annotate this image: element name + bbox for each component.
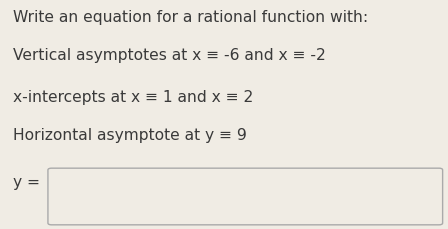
Text: Vertical asymptotes at x ≡ -6 and x ≡ -2: Vertical asymptotes at x ≡ -6 and x ≡ -2 [13,48,326,63]
Text: Horizontal asymptote at y ≡ 9: Horizontal asymptote at y ≡ 9 [13,128,247,143]
Text: x-intercepts at x ≡ 1 and x ≡ 2: x-intercepts at x ≡ 1 and x ≡ 2 [13,90,254,105]
Text: Write an equation for a rational function with:: Write an equation for a rational functio… [13,10,369,25]
Text: y =: y = [13,175,40,190]
